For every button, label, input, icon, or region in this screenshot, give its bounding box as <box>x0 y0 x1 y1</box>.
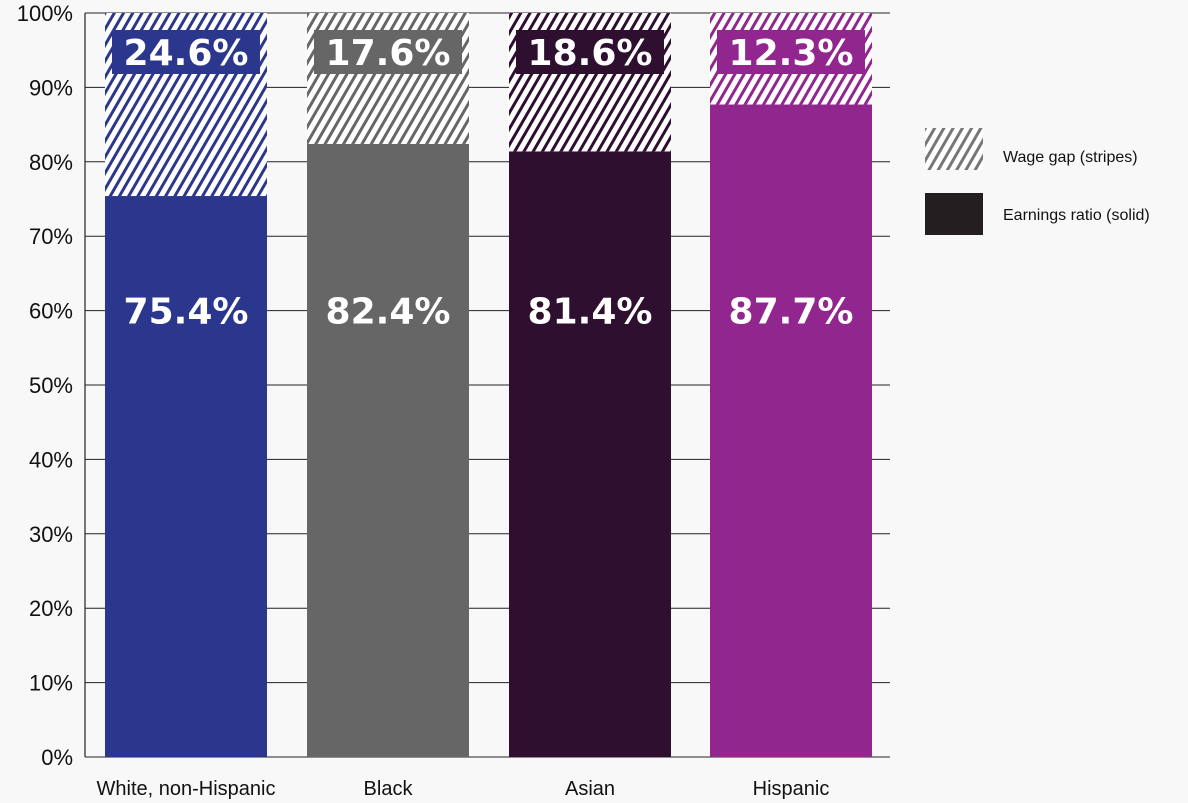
x-category-label: White, non-Hispanic <box>97 778 276 800</box>
y-tick-label: 50% <box>29 373 73 398</box>
y-tick-label: 20% <box>29 596 73 621</box>
y-tick-label: 40% <box>29 447 73 472</box>
x-category-label: Hispanic <box>753 778 830 800</box>
y-tick-label: 0% <box>41 745 73 770</box>
bar-earnings-ratio <box>307 143 469 758</box>
y-tick-label: 10% <box>29 671 73 696</box>
bars: 75.4% 24.6% 82.4% 17.6% 81.4% 18.6% 87.7% 12.3% <box>105 13 872 758</box>
y-tick-label: 100% <box>17 1 73 26</box>
value-label-earnings: 87.7% <box>729 292 854 333</box>
bar-earnings-ratio <box>710 104 872 757</box>
value-label-box <box>112 30 260 74</box>
x-category-label: Black <box>364 778 414 800</box>
y-tick-label: 90% <box>29 75 73 100</box>
x-axis: White, non-Hispanic Black Asian Hispanic <box>97 778 830 800</box>
y-tick-label: 70% <box>29 224 73 249</box>
y-tick-label: 30% <box>29 522 73 547</box>
legend: Wage gap (stripes) Earnings ratio (solid) <box>925 128 1150 235</box>
value-label-gap: 24.6% <box>124 33 249 74</box>
value-label-earnings: 82.4% <box>326 292 451 333</box>
y-tick-label: 60% <box>29 299 73 324</box>
value-label-box <box>314 30 462 74</box>
value-label-gap: 17.6% <box>326 33 451 74</box>
y-tick-label: 80% <box>29 150 73 175</box>
legend-swatch-solid <box>925 193 983 235</box>
x-category-label: Asian <box>565 778 615 800</box>
y-axis: 0% 10% 20% 30% 40% 50% 60% 70% 80% 90% 100% <box>17 1 86 770</box>
value-label-earnings: 81.4% <box>528 292 653 333</box>
legend-swatch-stripes <box>925 128 983 170</box>
legend-label-solid: Earnings ratio (solid) <box>1003 207 1150 224</box>
bar-earnings-ratio <box>509 151 671 757</box>
value-label-gap: 12.3% <box>729 33 854 74</box>
value-label-earnings: 75.4% <box>124 292 249 333</box>
legend-label-stripes: Wage gap (stripes) <box>1003 149 1138 166</box>
value-label-box <box>717 30 865 74</box>
bar-earnings-ratio <box>105 196 267 758</box>
value-label-gap: 18.6% <box>528 33 653 74</box>
value-label-box <box>516 30 664 74</box>
